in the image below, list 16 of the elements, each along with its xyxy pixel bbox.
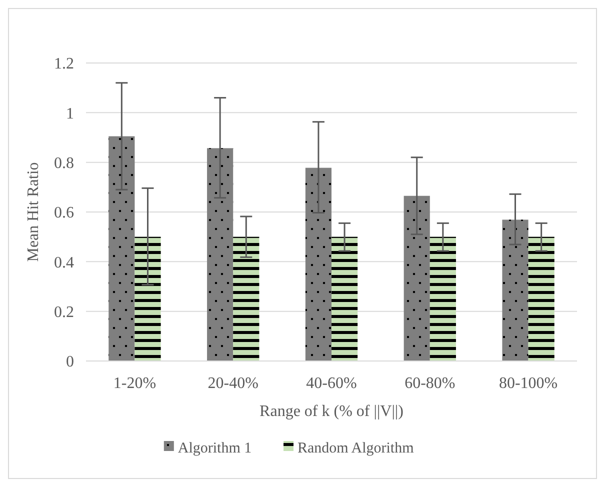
x-tick-label: 80-100% <box>498 375 558 392</box>
y-tick-label: 0.4 <box>54 254 74 272</box>
x-tick-label: 20-40% <box>208 375 258 392</box>
y-tick-label: 0.2 <box>54 304 74 321</box>
x-tick-label: 40-60% <box>306 375 357 392</box>
x-tick-label: 1-20% <box>113 375 156 392</box>
legend-label: Random Algorithm <box>298 440 414 456</box>
x-tick-label: 60-80% <box>404 375 456 392</box>
x-axis-title: Range of k (% of ||V||) <box>260 403 404 420</box>
y-tick-label: 1 <box>66 105 74 122</box>
y-tick-label: 0 <box>66 354 74 371</box>
legend-label: Algorithm 1 <box>178 440 252 456</box>
y-tick-label: 0.8 <box>54 154 74 172</box>
y-tick-label: 1.2 <box>54 56 74 73</box>
y-tick-label: 0.6 <box>54 204 74 222</box>
y-axis-title: Mean Hit Ratio <box>25 162 42 262</box>
